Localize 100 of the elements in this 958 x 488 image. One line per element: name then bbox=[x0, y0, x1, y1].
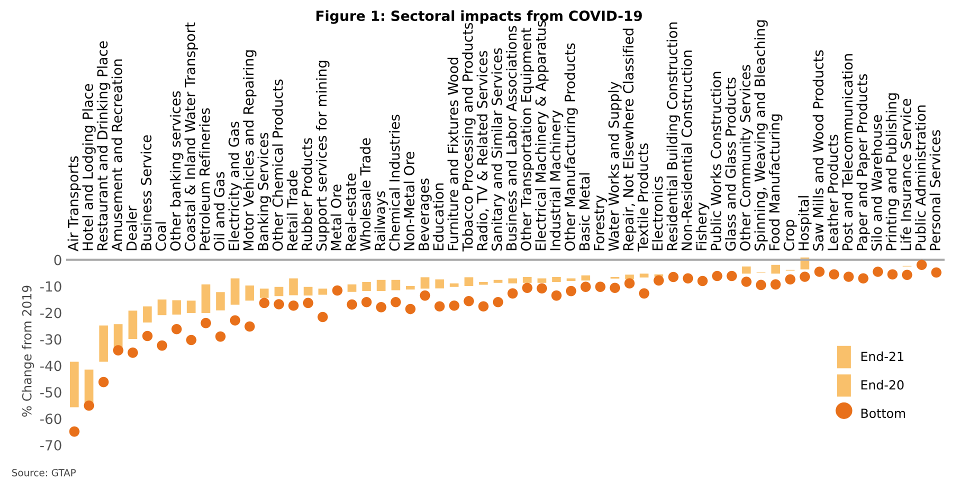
point bbox=[872, 266, 884, 277]
y-tick-label: -40 bbox=[40, 360, 62, 372]
x-tick-label: Support services for mining bbox=[316, 60, 330, 251]
y-tick-label: -70 bbox=[40, 440, 62, 451]
point bbox=[361, 297, 372, 308]
y-tick-label: -20 bbox=[40, 308, 62, 318]
x-tick-label: Public Works Construction bbox=[710, 72, 722, 250]
x-tick-label: Coastal & Inland Water Transport bbox=[184, 22, 198, 251]
point bbox=[844, 272, 854, 282]
x-tick-label: Repair, Not Elsewhere Classified bbox=[622, 28, 636, 250]
x-tick-label: Business Service bbox=[140, 135, 152, 250]
x-tick-label: Retail Trade bbox=[286, 170, 298, 250]
point bbox=[800, 272, 810, 282]
point bbox=[741, 276, 752, 287]
point bbox=[230, 315, 240, 326]
x-tick-label: Tobacco Processing and Products bbox=[462, 22, 476, 252]
x-tick-label: Hospital bbox=[798, 196, 812, 250]
bar bbox=[143, 306, 152, 323]
x-tick-label: Oil and Gas bbox=[214, 172, 224, 251]
x-tick-label: Water Works and Supply bbox=[608, 82, 622, 252]
x-tick-label: Railways bbox=[374, 191, 388, 250]
point bbox=[902, 270, 912, 280]
x-tick-label: Metal Ore bbox=[330, 184, 342, 250]
x-tick-label: Food Manufacturing bbox=[768, 114, 782, 250]
bar bbox=[172, 300, 182, 315]
point bbox=[478, 301, 489, 312]
x-tick-label: Paper and Paper Products bbox=[856, 74, 870, 250]
point bbox=[595, 282, 606, 292]
x-tick-label: Petroleum Refineries bbox=[199, 108, 210, 250]
x-tick-label: Rubber Products bbox=[301, 138, 312, 250]
x-tick-label: Air Transports bbox=[68, 156, 82, 252]
bar bbox=[494, 280, 502, 283]
point bbox=[288, 300, 299, 311]
x-tick-label: Electronics bbox=[652, 176, 663, 250]
point bbox=[244, 321, 255, 332]
point bbox=[814, 266, 825, 277]
x-tick-label: Business and Labor Associations bbox=[506, 26, 517, 250]
bar bbox=[304, 286, 312, 296]
x-tick-label: Motor Vehicles and Repairing bbox=[242, 50, 256, 250]
x-tick-label: Hotel and Lodging Place bbox=[82, 84, 96, 250]
point bbox=[376, 302, 386, 312]
x-tick-label: Electricity and Gas bbox=[228, 122, 242, 250]
point bbox=[536, 283, 548, 294]
x-tick-label: Sanitary and Similar Services bbox=[491, 48, 505, 251]
point bbox=[785, 274, 796, 285]
x-tick-label: Coal bbox=[155, 222, 166, 251]
point bbox=[624, 278, 635, 289]
bar bbox=[318, 288, 328, 295]
y-axis-title: % Change from 2019 bbox=[22, 286, 34, 417]
point bbox=[566, 286, 576, 296]
point bbox=[346, 299, 358, 310]
point bbox=[756, 280, 766, 290]
bar bbox=[99, 325, 108, 362]
bar bbox=[566, 278, 576, 281]
bar bbox=[522, 277, 532, 283]
point bbox=[492, 297, 504, 308]
bar bbox=[216, 292, 225, 310]
bar bbox=[581, 275, 590, 280]
x-tick-label: Amusement and Recreation bbox=[111, 60, 122, 252]
point bbox=[668, 272, 679, 282]
point bbox=[916, 260, 927, 270]
point bbox=[638, 288, 650, 299]
x-tick-label: Radio, TV & Related Services bbox=[476, 50, 489, 250]
point bbox=[420, 290, 430, 301]
x-tick-label: Industrial Machinery bbox=[550, 110, 564, 250]
bar bbox=[128, 310, 138, 339]
x-tick-label: Non-Metal Ore bbox=[404, 152, 414, 250]
bar bbox=[201, 284, 210, 314]
point bbox=[712, 270, 722, 282]
bar bbox=[158, 300, 166, 316]
bar bbox=[391, 280, 400, 290]
x-tick-label: Fishery bbox=[696, 202, 710, 250]
x-tick-label: Education bbox=[432, 184, 444, 250]
point bbox=[610, 282, 620, 294]
x-tick-label: Residential Building Construction bbox=[666, 22, 680, 250]
legend-label: End-21 bbox=[861, 351, 904, 362]
x-tick-label: Basic Metal bbox=[578, 173, 590, 250]
bar bbox=[186, 300, 196, 314]
point bbox=[858, 273, 868, 284]
point bbox=[828, 269, 840, 280]
x-tick-label: Spinning, Weaving and Bleaching bbox=[754, 20, 768, 251]
point bbox=[128, 348, 138, 358]
x-tick-label: Restaurant and Drinking Place bbox=[96, 41, 110, 250]
x-tick-label: Crop bbox=[784, 220, 797, 251]
bar bbox=[537, 278, 546, 283]
point bbox=[84, 400, 94, 411]
bar bbox=[289, 278, 298, 296]
y-tick-label: -30 bbox=[40, 334, 62, 345]
y-tick-label: -60 bbox=[40, 414, 62, 424]
point bbox=[508, 288, 518, 299]
point bbox=[69, 426, 80, 437]
x-tick-label: Banking Services bbox=[258, 132, 272, 250]
point bbox=[390, 297, 401, 308]
bar bbox=[435, 279, 444, 288]
x-tick-label: Saw Mills and Wood Products bbox=[812, 50, 824, 251]
y-tick-label: -50 bbox=[40, 387, 62, 398]
x-tick-label: Furniture and Fixtures Wood bbox=[447, 58, 458, 250]
x-tick-label: Other Community Services bbox=[740, 64, 754, 251]
x-tick-label: Wholesale Trade bbox=[360, 138, 371, 252]
point bbox=[200, 318, 211, 328]
